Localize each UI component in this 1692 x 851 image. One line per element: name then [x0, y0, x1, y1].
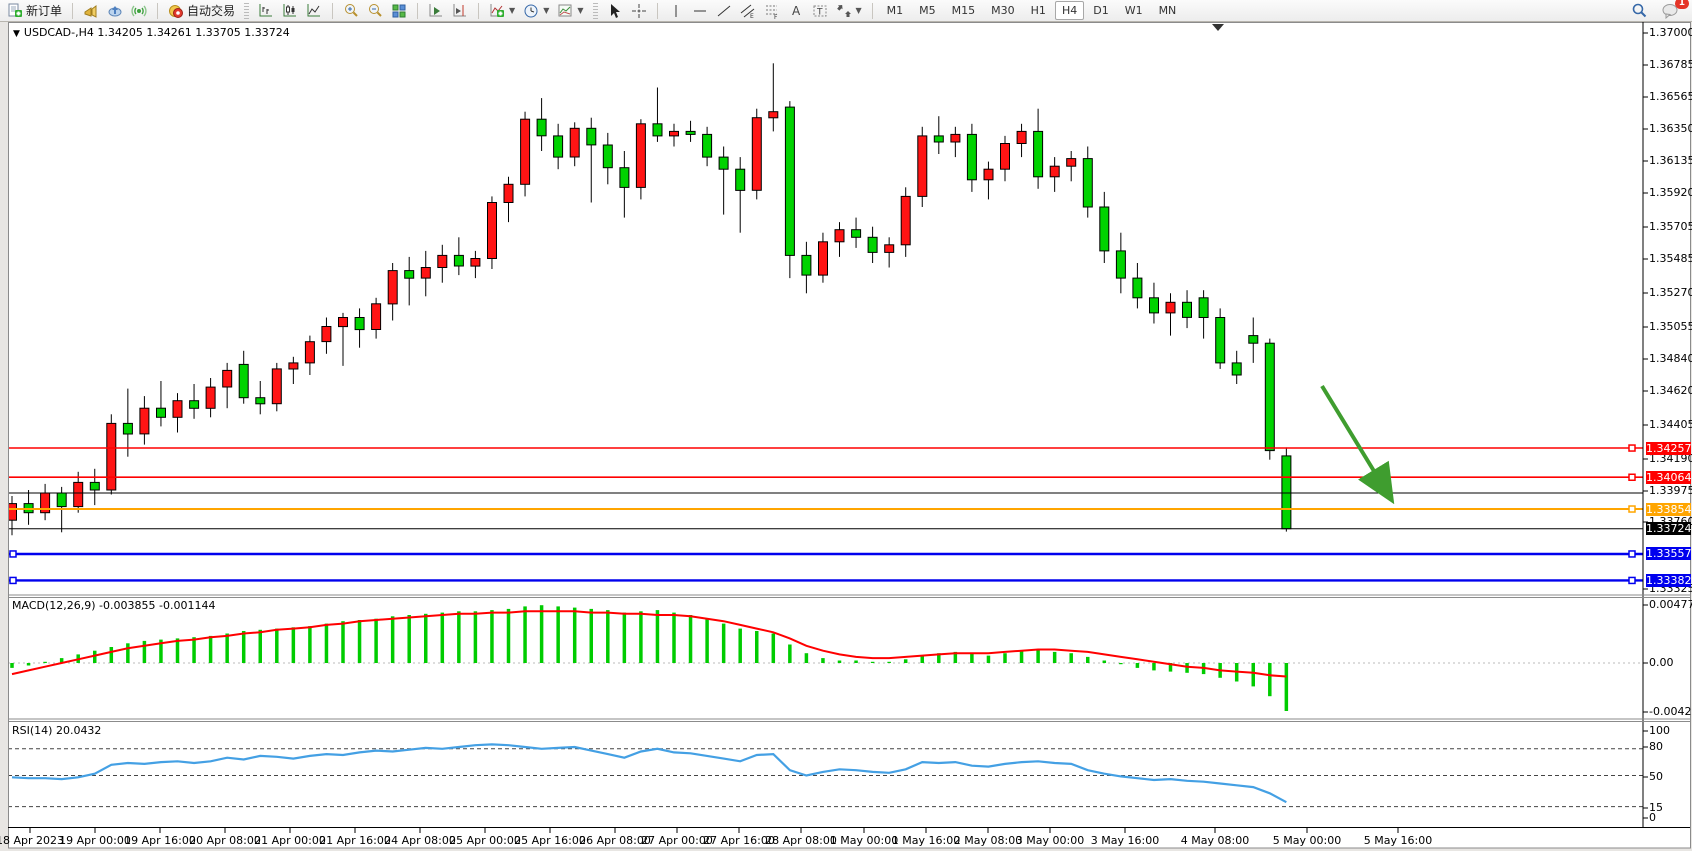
tf-m30[interactable]: M30 [991, 4, 1015, 17]
dropdown-caret-icon: ▼ [577, 6, 584, 15]
vertical-line-icon [668, 3, 684, 19]
autotrade-label: 自动交易 [187, 4, 236, 18]
tf-h1[interactable]: H1 [1030, 4, 1046, 17]
arrows-icon [836, 3, 852, 19]
horn-icon [83, 3, 99, 19]
tile-windows-button[interactable] [387, 1, 411, 21]
toolbar-separator [72, 2, 74, 19]
notification-count-badge: 1 [1674, 0, 1689, 9]
toolbar-separator [871, 2, 873, 19]
dropdown-caret-icon: ▼ [855, 6, 862, 15]
chat-bubble-icon [1662, 3, 1680, 19]
bar-chart-button[interactable] [254, 1, 278, 21]
chart-shift-button[interactable] [448, 1, 472, 21]
template-icon [557, 3, 573, 19]
signal-button[interactable] [127, 1, 151, 21]
toolbar-drag-handle[interactable] [592, 2, 598, 19]
zoom-out-button[interactable] [363, 1, 387, 21]
tf-h4[interactable]: H4 [1054, 1, 1085, 20]
svg-text:F: F [774, 14, 778, 19]
clock-icon [523, 3, 539, 19]
search-button[interactable] [1627, 0, 1652, 21]
toolbar-separator [332, 2, 334, 19]
announcement-button[interactable] [79, 1, 103, 21]
new-order-icon [7, 3, 23, 19]
tile-windows-icon [391, 3, 407, 19]
autotrade-button[interactable]: 自动交易 [164, 0, 239, 21]
toolbar-separator [417, 2, 419, 19]
channel-tool-button[interactable]: E [736, 1, 760, 21]
templates-button[interactable]: ▼ [553, 1, 587, 21]
line-chart-icon [306, 3, 322, 19]
toolbar-drag-handle[interactable] [244, 2, 250, 19]
text-label-tool-button[interactable]: T [808, 1, 832, 21]
timeframe-group: M1 M5 M15 M30 H1 H4 D1 W1 MN [876, 0, 1188, 21]
signal-icon [131, 3, 147, 19]
candle-chart-icon [282, 3, 298, 19]
indicators-button[interactable]: ▼ [485, 1, 519, 21]
text-icon: A [788, 3, 804, 19]
cursor-tool-button[interactable] [603, 1, 627, 21]
zoom-in-icon [343, 3, 359, 19]
crosshair-icon [631, 3, 647, 19]
tf-w1[interactable]: W1 [1124, 4, 1143, 17]
chart-window [8, 22, 1690, 848]
toolbar-separator [478, 2, 480, 19]
tf-m1[interactable]: M1 [886, 4, 904, 17]
new-order-button[interactable]: 新订单 [3, 0, 66, 21]
cursor-icon [607, 3, 623, 19]
dropdown-caret-icon: ▼ [543, 6, 550, 15]
toolbar-separator [157, 2, 159, 19]
auto-scroll-button[interactable] [424, 1, 448, 21]
text-label-icon: T [812, 3, 828, 19]
auto-scroll-icon [428, 3, 444, 19]
main-toolbar: 新订单 自动交易 [0, 0, 1692, 22]
bar-chart-icon [258, 3, 274, 19]
trendline-icon [716, 3, 732, 19]
tf-m15[interactable]: M15 [951, 4, 976, 17]
shapes-tool-button[interactable]: ▼ [832, 1, 866, 21]
new-order-label: 新订单 [26, 4, 63, 18]
zoom-out-icon [367, 3, 383, 19]
svg-text:A: A [792, 4, 801, 18]
crosshair-tool-button[interactable] [627, 1, 651, 21]
fibonacci-tool-button[interactable]: F [760, 1, 784, 21]
tf-d1[interactable]: D1 [1093, 4, 1109, 17]
svg-text:T: T [816, 7, 823, 17]
trendline-tool-button[interactable] [712, 1, 736, 21]
horizontal-line-tool-button[interactable] [688, 1, 712, 21]
indicators-icon [489, 3, 505, 19]
notifications-button[interactable]: 1 [1658, 0, 1689, 21]
zoom-in-button[interactable] [339, 1, 363, 21]
toolbar-separator [656, 2, 658, 19]
search-icon [1631, 2, 1648, 19]
tf-mn[interactable]: MN [1158, 4, 1177, 17]
equidistant-channel-icon: E [740, 3, 756, 19]
upload-button[interactable] [103, 1, 127, 21]
line-chart-button[interactable] [302, 1, 326, 21]
horizontal-line-icon [692, 3, 708, 19]
tf-m5[interactable]: M5 [919, 4, 936, 17]
fibonacci-icon: F [764, 3, 780, 19]
autotrade-icon [168, 3, 184, 19]
dropdown-caret-icon: ▼ [509, 6, 516, 15]
svg-text:E: E [750, 13, 754, 19]
chart-shift-icon [452, 3, 468, 19]
vertical-line-tool-button[interactable] [664, 1, 688, 21]
cloud-icon [107, 3, 123, 19]
periods-button[interactable]: ▼ [519, 1, 553, 21]
candle-chart-button[interactable] [278, 1, 302, 21]
text-tool-button[interactable]: A [784, 1, 808, 21]
